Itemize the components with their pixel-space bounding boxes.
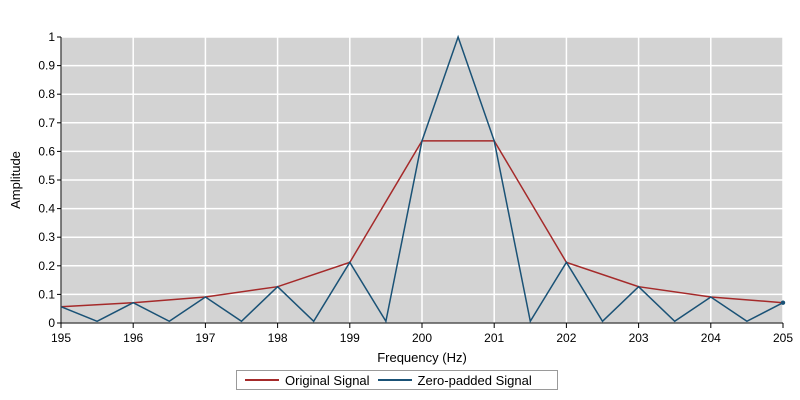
y-tick-label: 1 [48, 30, 55, 44]
y-tick-label: 0.7 [38, 116, 55, 130]
y-tick-label: 0.1 [38, 287, 55, 301]
legend-item-original: Original Signal [237, 373, 370, 388]
y-tick-label: 0.4 [38, 202, 55, 216]
x-tick-label: 196 [123, 331, 143, 345]
x-tick-label: 202 [556, 331, 576, 345]
x-tick-label: 205 [773, 331, 793, 345]
y-axis-title: Amplitude [8, 151, 23, 209]
x-tick-label: 195 [51, 331, 71, 345]
y-axis-ticks: 0 0.1 0.2 0.3 0.4 0.5 0.6 0.7 0.8 0.9 1 [38, 30, 61, 330]
y-tick-label: 0.5 [38, 173, 55, 187]
x-axis-title: Frequency (Hz) [377, 350, 467, 365]
x-tick-label: 197 [195, 331, 215, 345]
series-end-point [781, 300, 785, 304]
legend-item-zero-padded: Zero-padded Signal [370, 373, 532, 388]
y-tick-label: 0.9 [38, 59, 55, 73]
x-tick-label: 204 [701, 331, 721, 345]
y-tick-label: 0.2 [38, 259, 55, 273]
x-tick-label: 201 [484, 331, 504, 345]
x-tick-label: 198 [268, 331, 288, 345]
x-tick-label: 203 [629, 331, 649, 345]
legend-label-original: Original Signal [285, 373, 370, 388]
legend: Original Signal Zero-padded Signal [236, 370, 558, 390]
y-tick-label: 0.3 [38, 230, 55, 244]
x-axis-ticks: 195 196 197 198 199 200 201 202 203 204 205 [51, 323, 793, 345]
x-tick-label: 200 [412, 331, 432, 345]
y-tick-label: 0 [48, 316, 55, 330]
y-tick-label: 0.8 [38, 87, 55, 101]
y-tick-label: 0.6 [38, 144, 55, 158]
legend-swatch-zero-padded [378, 379, 412, 381]
legend-swatch-original [245, 379, 279, 381]
legend-label-zero-padded: Zero-padded Signal [418, 373, 532, 388]
x-tick-label: 199 [340, 331, 360, 345]
